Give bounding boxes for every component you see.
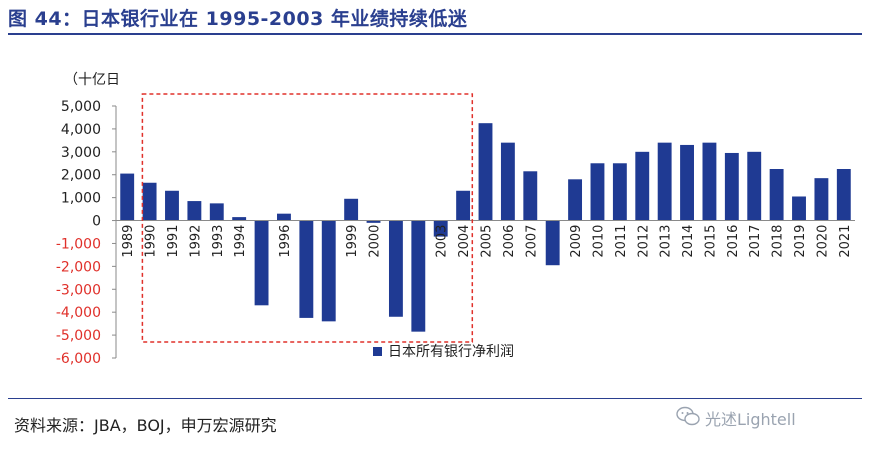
y-axis-unit-label: （十亿日	[64, 72, 120, 88]
footer-divider	[8, 398, 862, 399]
bar-2017	[747, 151, 762, 221]
bar-2013	[657, 142, 672, 221]
legend-label: 日本所有银行净利润	[388, 344, 514, 360]
bar-1997	[299, 220, 314, 318]
title-divider	[8, 33, 862, 35]
y-tick-label: -2,000	[56, 259, 101, 275]
y-axis-ticks: 5,000 4,000 3,000 2,000 1,000 0 -1,000 -2,000 -3…	[56, 99, 116, 367]
x-tick-label: 2004	[457, 225, 472, 258]
bar-2006	[500, 142, 515, 221]
chart-title: 图 44：日本银行业在 1995-2003 年业绩持续低迷	[8, 8, 468, 30]
x-tick-label: 2014	[681, 225, 696, 258]
bar-2009	[568, 179, 583, 221]
y-tick-label: -5,000	[56, 328, 101, 344]
y-tick-label: 0	[92, 214, 101, 230]
bar-2011	[612, 163, 627, 221]
bars	[120, 123, 851, 332]
highlight-box	[141, 93, 474, 343]
bar-2002	[411, 220, 426, 332]
bar-chart: （十亿日 5,000 4,000 3,000 2,000 1,000 0 -1,000 -2,…	[56, 72, 855, 367]
bar-2015	[702, 142, 717, 221]
bar-2010	[590, 163, 605, 221]
x-tick-label: 2009	[569, 225, 584, 258]
y-tick-label: -3,000	[56, 282, 101, 298]
bar-2021	[836, 169, 851, 221]
x-tick-label: 1990	[144, 225, 159, 258]
x-tick-label: 2010	[591, 225, 606, 258]
x-tick-label: 2020	[815, 225, 830, 258]
x-tick-label: 1993	[211, 225, 226, 258]
bar-1999	[344, 198, 359, 221]
source-note: 资料来源：JBA，BOJ，申万宏源研究	[14, 416, 277, 435]
bar-2014	[680, 144, 694, 221]
bar-1991	[165, 190, 179, 221]
bar-2003	[433, 220, 448, 237]
legend-swatch	[373, 347, 382, 356]
bar-1995	[254, 220, 269, 306]
x-tick-label: 2012	[636, 225, 651, 258]
bar-2012	[635, 151, 650, 221]
wechat-icon	[676, 406, 700, 426]
bar-2008	[545, 220, 560, 266]
x-tick-label: 2018	[771, 225, 786, 258]
y-tick-label: 4,000	[61, 122, 101, 138]
y-tick-label: -6,000	[56, 351, 101, 367]
x-tick-label: 2007	[524, 225, 539, 258]
x-tick-label: 2013	[659, 225, 674, 258]
bar-2004	[456, 190, 471, 221]
bar-2000	[366, 220, 381, 223]
x-tick-label: 1999	[345, 225, 360, 258]
bar-1996	[277, 213, 291, 221]
bar-1990	[142, 182, 157, 221]
bar-2020	[814, 178, 829, 221]
bar-2007	[523, 171, 538, 221]
bar-2001	[388, 220, 403, 317]
bar-2005	[478, 123, 493, 221]
bar-2018	[769, 169, 784, 221]
bar-2019	[792, 196, 806, 221]
x-tick-label: 1992	[188, 225, 203, 258]
bar-1989	[120, 173, 135, 221]
x-tick-label: 2016	[726, 225, 741, 258]
bar-1993	[209, 203, 224, 221]
x-tick-label: 2019	[793, 225, 808, 258]
x-tick-label: 2006	[502, 225, 517, 258]
x-tick-label: 1991	[166, 225, 181, 258]
bar-1994	[232, 217, 247, 221]
x-axis-ticks: 1989 1990 1991 1992 1993 1994 1996 1999 2000 2003…	[121, 225, 853, 258]
bar-1998	[321, 220, 336, 322]
x-tick-label: 2017	[748, 225, 763, 258]
x-tick-label: 2011	[614, 225, 629, 258]
x-tick-label: 1996	[278, 225, 293, 258]
y-tick-label: 2,000	[61, 168, 101, 184]
bar-2016	[724, 152, 739, 221]
y-tick-label: 3,000	[61, 145, 101, 161]
x-tick-label: 2005	[480, 225, 495, 258]
watermark: 光述Lightell	[705, 410, 796, 429]
y-tick-label: 1,000	[61, 191, 101, 207]
x-tick-label: 1994	[233, 225, 248, 258]
x-tick-label: 2003	[435, 225, 450, 258]
x-tick-label: 1989	[121, 225, 136, 258]
y-tick-label: -4,000	[56, 305, 101, 321]
y-tick-label: -1,000	[56, 236, 101, 252]
x-tick-label: 2015	[703, 225, 718, 258]
bar-1992	[187, 201, 202, 221]
x-tick-label: 2000	[368, 225, 383, 258]
y-tick-label: 5,000	[61, 99, 101, 115]
x-tick-label: 2021	[838, 225, 853, 258]
